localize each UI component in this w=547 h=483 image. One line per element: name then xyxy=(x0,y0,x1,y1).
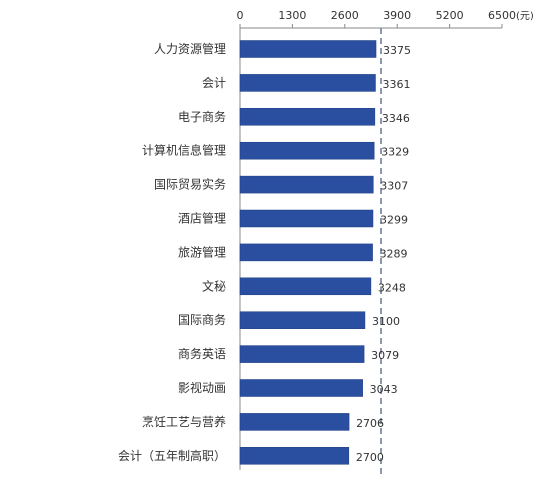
category-label: 影视动画 xyxy=(178,380,226,395)
category-label: 人力资源管理 xyxy=(154,41,226,56)
x-tick-label: 1300 xyxy=(278,9,306,22)
x-tick-label: 2600 xyxy=(331,9,359,22)
value-label: 3100 xyxy=(372,315,400,328)
category-label: 计算机信息管理 xyxy=(142,143,226,158)
bars xyxy=(239,40,377,465)
x-tick-label: 5200 xyxy=(436,9,464,22)
category-label: 会计（五年制高职） xyxy=(118,448,226,463)
value-label: 3248 xyxy=(378,281,406,294)
x-tick-label: 0 xyxy=(237,9,244,22)
bar xyxy=(239,141,375,160)
category-label: 烹饪工艺与营养 xyxy=(142,414,226,429)
value-label: 3329 xyxy=(381,146,409,159)
bar xyxy=(239,277,372,296)
axis-unit-label: (元) xyxy=(516,11,534,22)
bar xyxy=(239,74,376,92)
category-label: 商务英语 xyxy=(178,346,226,361)
bar xyxy=(239,108,376,126)
bar xyxy=(239,40,377,58)
bar xyxy=(239,379,363,397)
bar xyxy=(239,209,374,228)
category-label: 国际贸易实务 xyxy=(154,177,226,192)
bar xyxy=(239,311,366,329)
bar xyxy=(239,345,365,363)
value-label: 3346 xyxy=(382,112,410,125)
value-label: 3307 xyxy=(380,180,408,193)
value-label: 3043 xyxy=(370,383,398,396)
x-tick-label: 6500 xyxy=(488,9,516,22)
bar xyxy=(239,243,373,262)
category-label: 会计 xyxy=(202,76,226,90)
value-label: 3361 xyxy=(382,78,410,91)
category-labels: 人力资源管理会计电子商务计算机信息管理国际贸易实务酒店管理旅游管理文秘国际商务商… xyxy=(118,41,226,463)
bar xyxy=(239,447,350,465)
x-axis: 0 1300 2600 3900 5200 6500 xyxy=(237,9,516,470)
category-label: 酒店管理 xyxy=(178,211,226,226)
value-label: 3299 xyxy=(380,214,408,227)
bar xyxy=(239,175,374,194)
value-label: 3375 xyxy=(383,44,411,57)
value-labels: 3375 3361 3346 3329 3307 3299 3289 3248 3100 3079… xyxy=(356,44,411,464)
value-label: 2706 xyxy=(356,417,384,430)
category-label: 国际商务 xyxy=(178,312,226,327)
value-label: 3289 xyxy=(380,247,408,260)
x-tick-label: 3900 xyxy=(383,9,411,22)
category-label: 电子商务 xyxy=(178,109,226,124)
value-label: 2700 xyxy=(356,451,384,464)
category-label: 文秘 xyxy=(202,278,226,293)
category-label: 旅游管理 xyxy=(178,244,226,259)
bar xyxy=(239,413,350,431)
value-label: 3079 xyxy=(371,349,399,362)
